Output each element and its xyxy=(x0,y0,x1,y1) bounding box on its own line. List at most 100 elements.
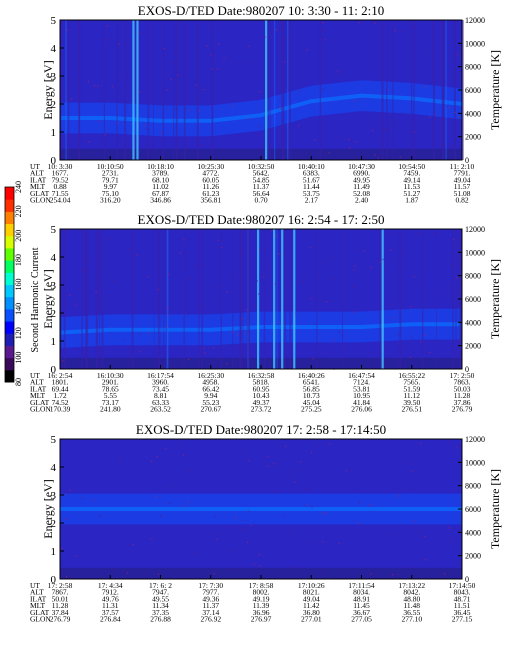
table-cell: 16:32:58 xyxy=(248,371,275,380)
table-cell: 276.06 xyxy=(351,405,372,414)
y2-axis-label: Temperature [K] xyxy=(488,50,502,130)
speckle xyxy=(429,352,431,354)
speckle xyxy=(351,140,353,142)
table-cell: 51.08 xyxy=(454,189,471,198)
speckle xyxy=(203,347,205,350)
speckle xyxy=(198,109,200,112)
table-row-label: MLT xyxy=(30,391,46,400)
speckle xyxy=(285,445,287,447)
table-cell: 63.33 xyxy=(152,398,169,407)
vertical-streak xyxy=(247,229,251,369)
table-cell: 79.71 xyxy=(102,175,119,184)
speckle xyxy=(242,528,244,530)
vertical-streak xyxy=(67,20,70,160)
speckle xyxy=(457,562,459,564)
speckle xyxy=(390,545,392,547)
y-tick-label: 1 xyxy=(51,546,57,558)
table-cell: 10:25:30 xyxy=(197,162,224,171)
table-cell: 276.51 xyxy=(401,405,422,414)
table-cell: 11: 2:10 xyxy=(450,162,475,171)
vertical-streak xyxy=(175,20,178,160)
vertical-streak xyxy=(455,229,457,369)
speckle xyxy=(366,154,368,156)
vertical-streak xyxy=(411,20,413,160)
speckle xyxy=(272,491,274,493)
y-tick-label: 0 xyxy=(51,574,57,586)
speckle xyxy=(404,308,406,310)
table-cell: 7791. xyxy=(454,169,471,178)
vertical-streak xyxy=(232,229,234,369)
speckle xyxy=(67,78,69,80)
speckle xyxy=(216,286,218,288)
table-cell: 10:18:10 xyxy=(147,162,174,171)
speckle xyxy=(434,232,437,235)
table-cell: 17: 2:58 xyxy=(48,581,73,590)
vertical-streak xyxy=(281,20,284,160)
colorbar-swatch xyxy=(5,296,14,310)
vertical-streak xyxy=(392,20,394,160)
speckle xyxy=(156,455,158,458)
speckle xyxy=(353,519,355,521)
y2-tick-label: 12000 xyxy=(465,225,485,234)
table-cell: 0.88 xyxy=(53,182,66,191)
speckle xyxy=(94,85,96,87)
speckle xyxy=(258,293,260,295)
speckle xyxy=(416,279,418,281)
speckle xyxy=(202,88,205,91)
table-cell: 67.87 xyxy=(152,189,169,198)
table-cell: 10:54:50 xyxy=(398,162,425,171)
speckle xyxy=(419,442,422,444)
vertical-streak xyxy=(157,229,160,369)
colorbar: 80 100 120 140 160 180 200 220 240 Second Harmoni… xyxy=(4,181,41,386)
speckle xyxy=(65,493,68,495)
bright-streak xyxy=(265,20,268,160)
speckle xyxy=(95,290,97,293)
vertical-streak xyxy=(163,229,165,369)
speckle xyxy=(64,518,67,521)
vertical-streak xyxy=(124,20,127,160)
table-cell: 10.43 xyxy=(253,391,270,400)
speckle xyxy=(231,105,234,107)
vertical-streak xyxy=(445,20,447,160)
table-cell: 276.84 xyxy=(100,615,121,624)
speckle xyxy=(232,331,234,333)
table-cell: 6383. xyxy=(303,169,320,178)
speckle xyxy=(411,489,413,491)
speckle xyxy=(300,461,302,463)
speckle xyxy=(411,566,413,568)
speckle xyxy=(218,42,220,45)
speckle xyxy=(173,53,175,55)
speckle xyxy=(370,266,372,268)
speckle xyxy=(157,316,159,318)
vertical-streak xyxy=(198,229,200,369)
y-axis-label: Energy [eV] xyxy=(41,479,55,538)
table-cell: 10:10:50 xyxy=(97,162,124,171)
table-cell: 277.01 xyxy=(301,615,322,624)
vertical-streak xyxy=(242,229,244,369)
speckle xyxy=(100,577,102,579)
vertical-streak xyxy=(263,229,266,369)
table-cell: 51.59 xyxy=(403,384,420,393)
plot-background xyxy=(60,229,462,369)
table-cell: 11.31 xyxy=(102,601,119,610)
speckle xyxy=(354,284,356,286)
speckle xyxy=(458,340,460,342)
colorbar-swatch xyxy=(5,211,14,225)
speckle xyxy=(259,90,262,93)
speckle xyxy=(99,515,101,517)
table-cell: 346.86 xyxy=(150,196,171,205)
vertical-streak xyxy=(461,20,464,160)
speckle xyxy=(273,463,275,465)
colorbar-frame xyxy=(4,186,15,383)
speckle xyxy=(384,128,386,130)
table-cell: 36.80 xyxy=(303,608,320,617)
speckle xyxy=(450,538,452,540)
speckle xyxy=(275,234,277,237)
speckle xyxy=(451,264,453,266)
speckle xyxy=(212,68,214,70)
table-cell: 66.42 xyxy=(202,384,219,393)
speckle xyxy=(157,573,160,575)
vertical-streak xyxy=(413,20,415,160)
table-cell: 36.55 xyxy=(403,608,420,617)
table-cell: 60.95 xyxy=(253,384,270,393)
